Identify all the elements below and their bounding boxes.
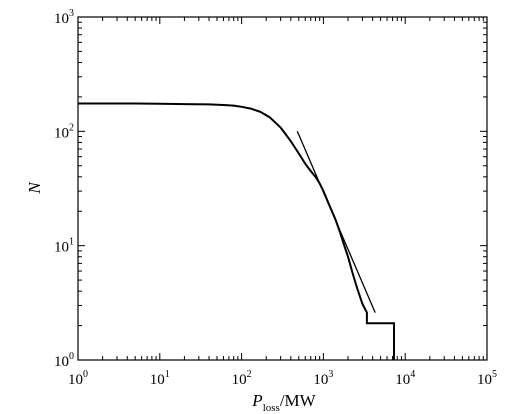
y-tick-label: 101	[54, 237, 74, 256]
x-tick-label: 101	[150, 369, 170, 388]
x-axis-label-symbol: P	[251, 391, 262, 410]
data-curve	[78, 102, 395, 360]
x-axis-label-unit: /MW	[280, 391, 317, 410]
axis-ticks	[77, 16, 488, 361]
y-tick-label: 100	[54, 351, 74, 370]
x-tick-label: 104	[395, 369, 415, 388]
x-axis-label: Ploss/MW	[251, 391, 316, 414]
x-tick-label: 103	[313, 369, 333, 388]
y-axis-label: N	[25, 181, 44, 195]
x-axis-label-subscript: loss	[263, 402, 280, 414]
x-tick-label: 105	[477, 369, 497, 388]
x-tick-label: 102	[232, 369, 252, 388]
x-tick-labels: 100 101 102 103 104 105	[68, 369, 497, 388]
fit-line	[296, 131, 376, 313]
y-tick-label: 103	[54, 8, 74, 27]
y-tick-labels: 100 101 102 103	[54, 8, 74, 370]
series-group	[78, 102, 395, 360]
plot-area-frame	[77, 16, 488, 361]
y-tick-label: 102	[54, 122, 74, 141]
x-tick-label: 100	[68, 369, 88, 388]
